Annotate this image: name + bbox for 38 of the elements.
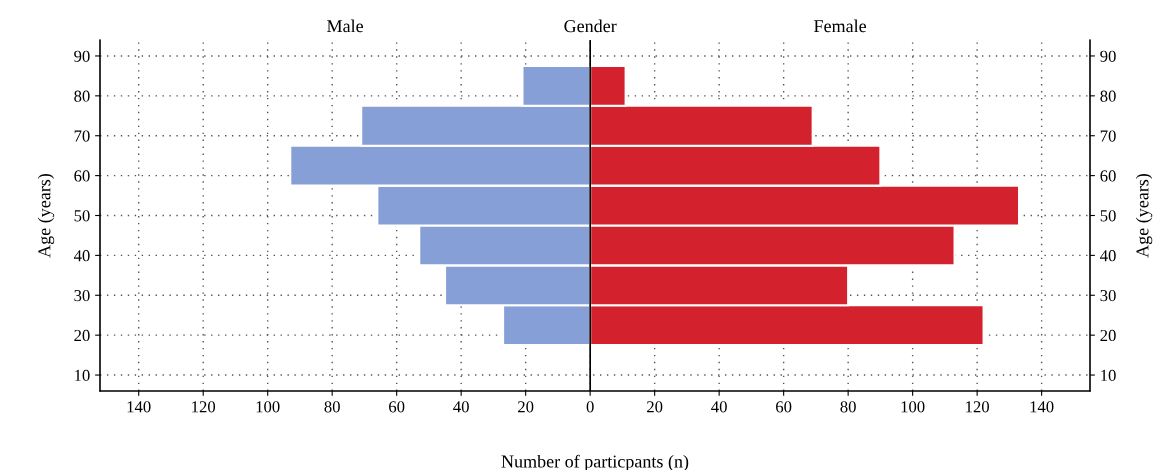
x-tick-label: 100 <box>256 401 280 413</box>
y-tick-label: 20 <box>74 329 90 342</box>
x-tick-label: 120 <box>966 401 989 413</box>
x-tick-label: 60 <box>389 401 405 413</box>
x-tick-label: 40 <box>453 401 469 413</box>
x-tick-label: 100 <box>901 401 925 413</box>
x-tick-label: 140 <box>1030 401 1054 413</box>
y-tick-label: 30 <box>74 289 90 302</box>
y-tick-label: 70 <box>74 130 90 142</box>
y2-axis-title: Age (years) <box>1135 173 1153 258</box>
y2-tick-label: 80 <box>1100 90 1116 102</box>
text: Gender <box>564 19 617 33</box>
y-tick-label: 10 <box>75 369 90 381</box>
x-tick-label: 60 <box>776 401 792 413</box>
x-tick-label: 140 <box>127 401 151 413</box>
y2-tick-label: 30 <box>1100 289 1116 302</box>
y-tick-label: 60 <box>74 170 90 182</box>
x-tick-label: 40 <box>711 401 727 413</box>
x-tick-label: 120 <box>192 401 216 413</box>
y2-tick-label: 90 <box>1100 50 1116 62</box>
y2-tick-label: 10 <box>1101 369 1116 381</box>
x-tick-label: 20 <box>518 401 534 413</box>
text: Female <box>814 19 867 33</box>
y-tick-label: 90 <box>74 50 90 62</box>
y-tick-label: 50 <box>74 210 90 222</box>
x-tick-label: 80 <box>840 401 856 413</box>
text: Male <box>327 19 363 33</box>
y2-tick-label: 60 <box>1100 170 1116 182</box>
y-tick-label: 40 <box>73 250 90 262</box>
x-tick-label: 0 <box>586 401 594 413</box>
y2-tick-label: 70 <box>1100 130 1116 142</box>
x-tick-label: 20 <box>647 401 663 413</box>
y2-tick-label: 50 <box>1100 210 1116 222</box>
y2-tick-label: 20 <box>1100 329 1116 342</box>
x-tick-label: 80 <box>324 401 340 413</box>
y-axis-title: Age (years) <box>37 173 55 258</box>
y2-tick-label: 40 <box>1100 250 1116 262</box>
y-tick-label: 80 <box>74 90 90 102</box>
